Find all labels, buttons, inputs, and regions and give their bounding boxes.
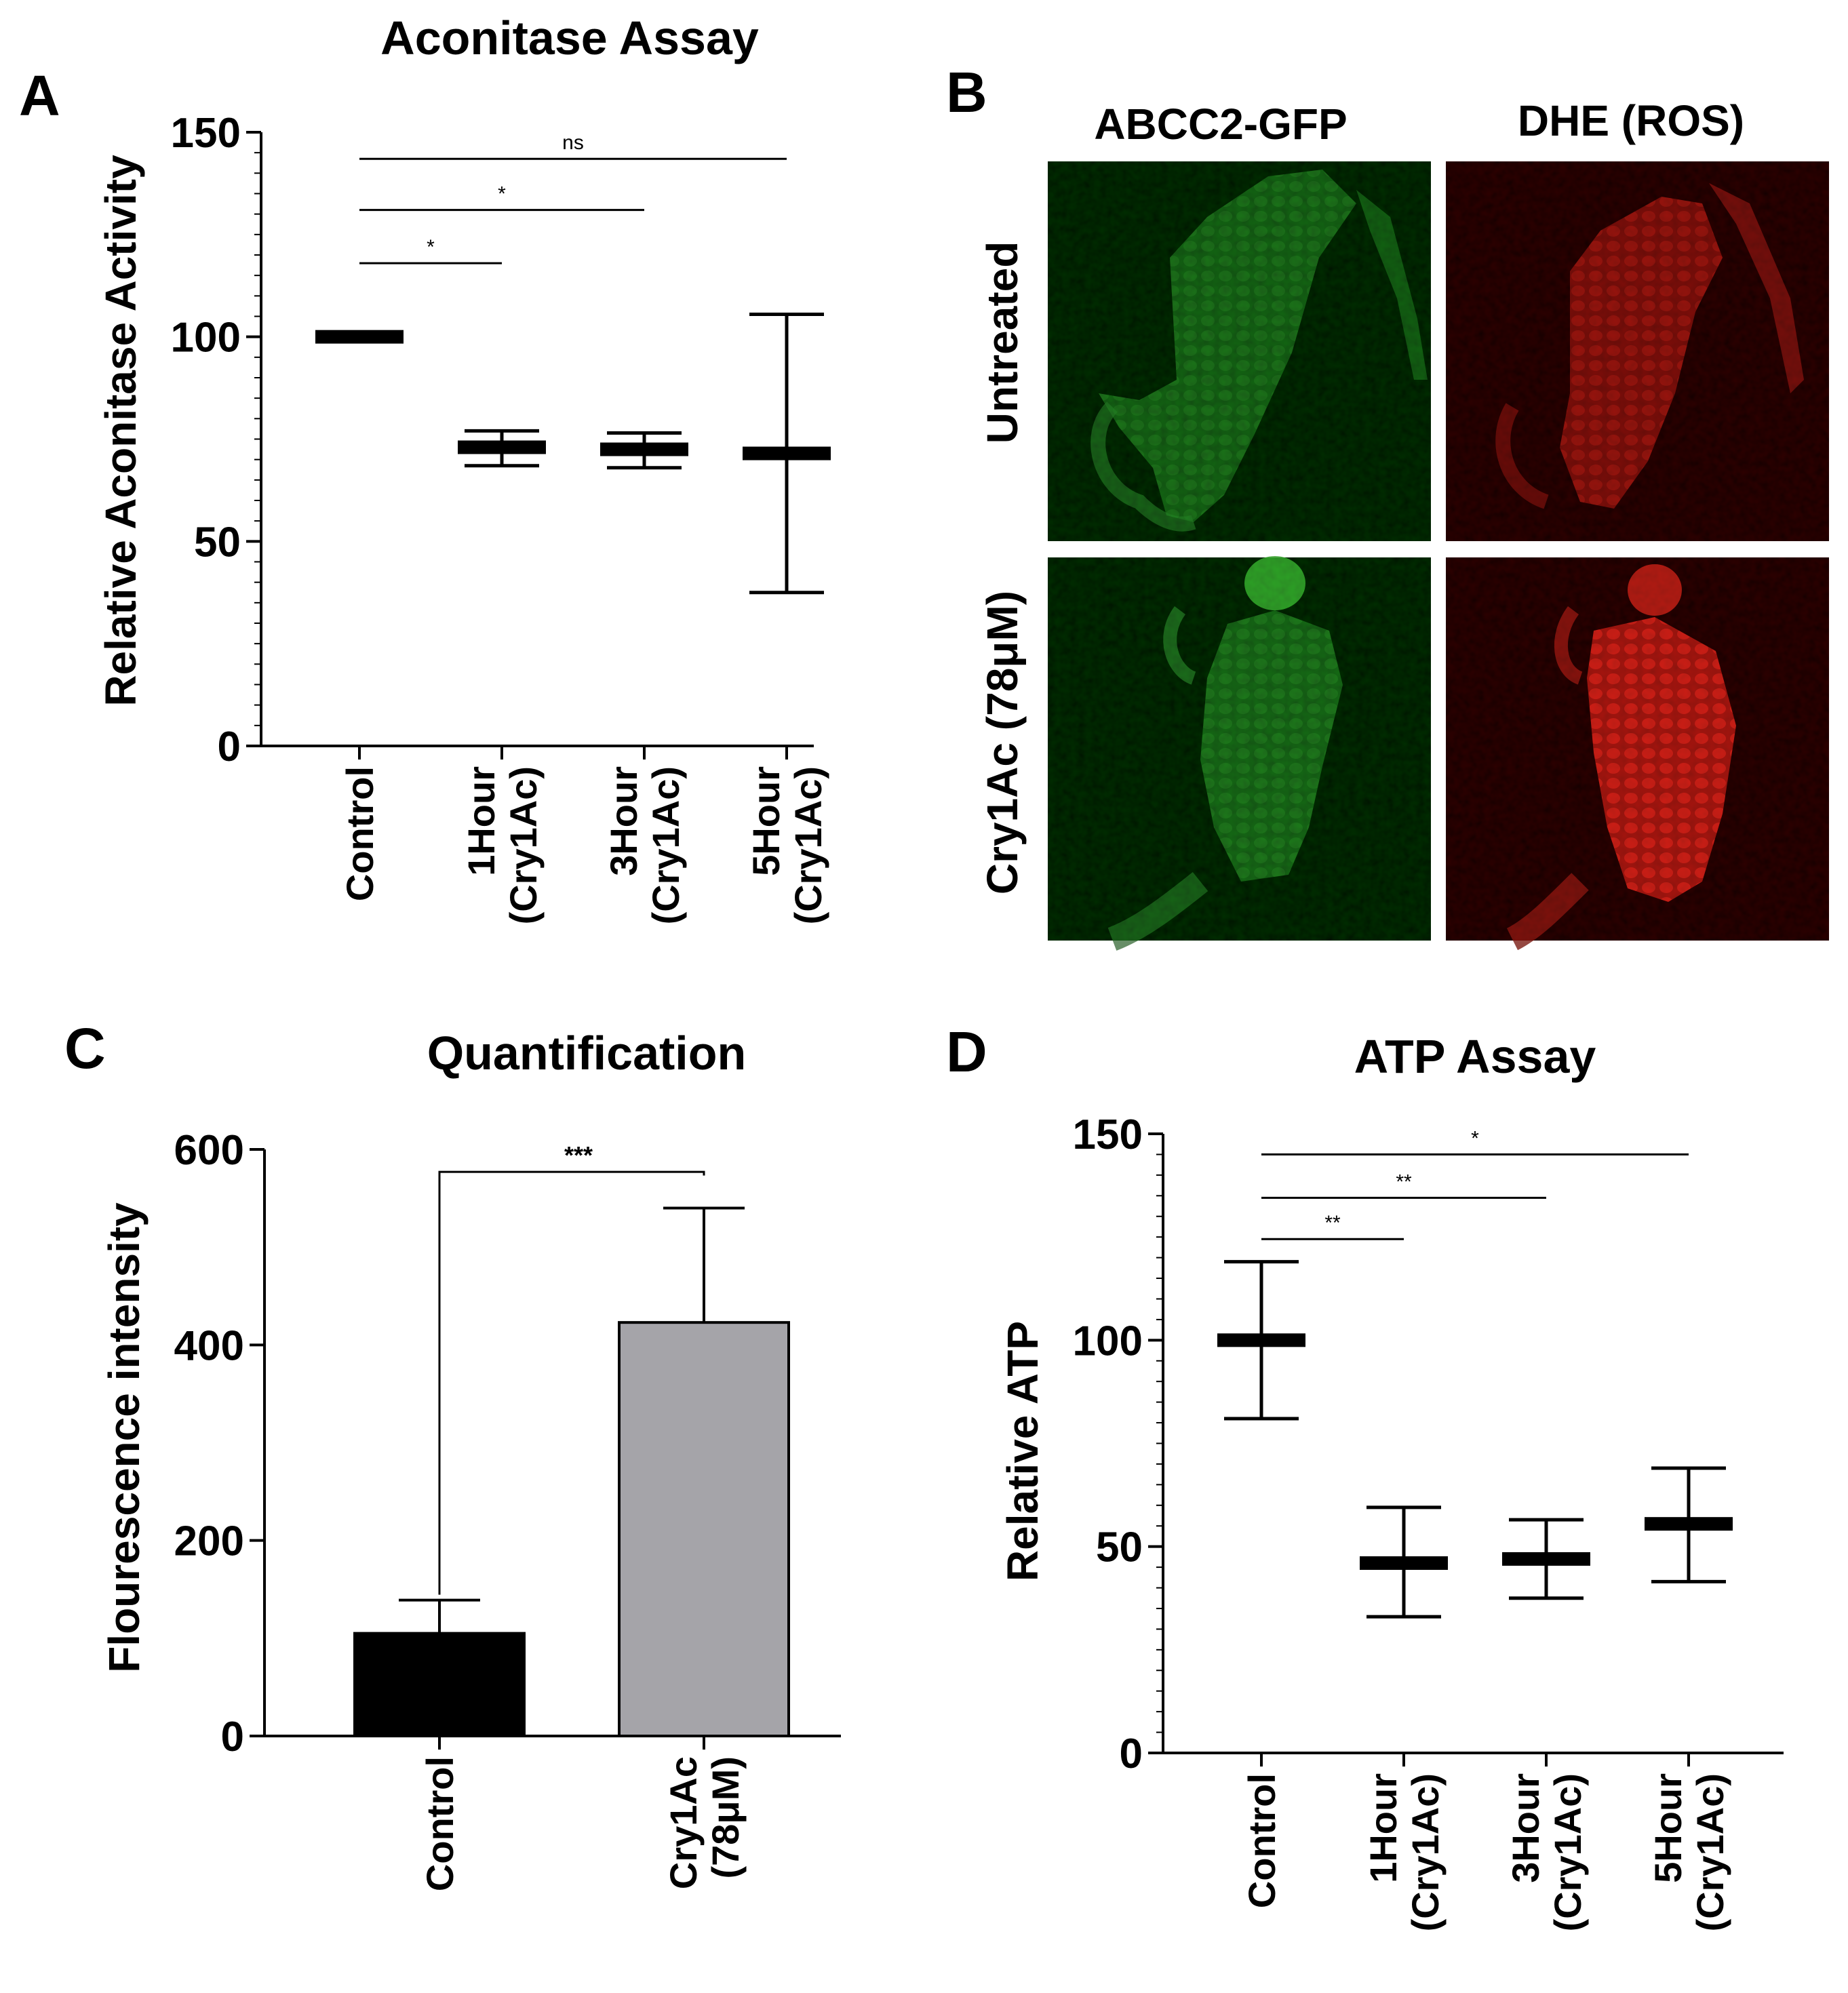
chart-d-ticks: 0 50 100 150 <box>1073 1111 1784 1777</box>
chart-a-title: Aconitase Assay <box>380 12 759 64</box>
significance-label: * <box>427 236 435 258</box>
significance-label: ns <box>562 132 584 154</box>
x-tick-label: 5Hour <box>745 766 787 876</box>
y-tick-label: 50 <box>194 519 241 566</box>
micrograph-col-gfp: ABCC2-GFP <box>1094 100 1347 149</box>
bar <box>618 1321 790 1738</box>
mean-marker <box>1217 1333 1305 1347</box>
x-tick-label: (Cry1Ac) <box>1404 1773 1447 1931</box>
y-tick-label: 0 <box>218 724 241 770</box>
chart-c-marks <box>353 1206 790 1738</box>
significance-label: ** <box>1396 1170 1412 1193</box>
chart-a-categories: Control 1Hour (Cry1Ac) 3Hour (Cry1Ac) 5Hour (C… <box>338 746 829 924</box>
panel-letter-b: B <box>946 60 987 124</box>
mean-marker <box>743 446 831 460</box>
y-tick-label: 150 <box>171 110 241 157</box>
x-tick-label: Cry1Ac <box>662 1756 705 1889</box>
y-tick-label: 0 <box>221 1714 244 1760</box>
micrograph-col-dhe: DHE (ROS) <box>1518 96 1744 145</box>
chart-c: Quantification Flourescence intensity 0 2… <box>100 1027 841 1891</box>
y-tick-label: 50 <box>1096 1524 1143 1571</box>
micrograph-gfp-untreated <box>1048 161 1431 541</box>
micrograph-panel: ABCC2-GFP DHE (ROS) Untreated Cry1Ac (78… <box>978 96 1829 951</box>
chart-c-ylabel: Flourescence intensity <box>100 1202 149 1673</box>
chart-c-categories: Control Cry1Ac (78μM) <box>418 1736 747 1891</box>
chart-a: Aconitase Assay Relative Aconitase Activ… <box>96 12 831 924</box>
x-tick-label: 3Hour <box>602 766 645 876</box>
panel-letter-d: D <box>946 1020 987 1084</box>
significance-bracket <box>438 1170 705 1595</box>
chart-d-title: ATP Assay <box>1354 1030 1596 1083</box>
x-tick-label: (Cry1Ac) <box>502 766 545 924</box>
mean-marker <box>600 442 688 456</box>
x-tick-label: (78μM) <box>704 1756 747 1879</box>
x-tick-label: 3Hour <box>1504 1773 1547 1883</box>
y-tick-label: 100 <box>171 315 241 361</box>
chart-a-ylabel: Relative Aconitase Activity <box>96 155 145 707</box>
x-tick-label: 1Hour <box>1362 1773 1404 1883</box>
y-tick-label: 0 <box>1120 1731 1143 1777</box>
x-tick-label: 5Hour <box>1647 1773 1689 1883</box>
x-tick-label: (Cry1Ac) <box>787 766 829 924</box>
chart-a-significance: * * ns <box>359 132 787 264</box>
chart-d-ylabel: Relative ATP <box>998 1321 1047 1581</box>
micrograph-row-untreated: Untreated <box>978 241 1027 444</box>
x-tick-label: (Cry1Ac) <box>644 766 687 924</box>
mean-marker <box>1360 1556 1448 1571</box>
mean-marker <box>458 440 546 454</box>
y-tick-label: 200 <box>174 1518 244 1565</box>
micrograph-dhe-cry1ac <box>1446 557 1829 951</box>
panel-letter-c: C <box>64 1017 106 1080</box>
y-tick-label: 150 <box>1073 1111 1143 1158</box>
chart-d-marks <box>1217 1260 1733 1619</box>
y-tick-label: 600 <box>174 1127 244 1174</box>
bar <box>353 1632 526 1737</box>
significance-label: * <box>1471 1127 1479 1149</box>
chart-c-title: Quantification <box>427 1027 747 1080</box>
x-tick-label: (Cry1Ac) <box>1689 1773 1731 1931</box>
chart-d-categories: Control 1Hour (Cry1Ac) 3Hour (Cry1Ac) 5Hour (C… <box>1240 1753 1731 1931</box>
significance-label: ** <box>1324 1212 1341 1234</box>
mean-marker <box>315 330 404 344</box>
chart-a-ticks: 0 50 100 150 <box>171 110 814 770</box>
y-tick-label: 100 <box>1073 1318 1143 1364</box>
micrograph-gfp-cry1ac <box>1048 556 1431 951</box>
chart-d-significance: ***** <box>1261 1127 1689 1240</box>
chart-a-marks <box>315 312 831 595</box>
x-tick-label: Control <box>338 766 381 901</box>
micrograph-row-cry1ac: Cry1Ac (78μM) <box>978 591 1027 894</box>
mean-marker <box>1502 1552 1590 1566</box>
panel-letter-a: A <box>19 64 60 127</box>
x-tick-label: (Cry1Ac) <box>1546 1773 1589 1931</box>
x-tick-label: 1Hour <box>460 766 503 876</box>
significance-label: * <box>498 183 506 205</box>
x-tick-label: Control <box>1240 1773 1283 1908</box>
chart-c-significance: *** <box>438 1141 705 1595</box>
micrograph-dhe-untreated <box>1446 161 1829 541</box>
x-tick-label: Control <box>418 1756 461 1891</box>
mean-marker <box>1645 1517 1733 1531</box>
significance-label: *** <box>564 1141 593 1169</box>
y-tick-label: 400 <box>174 1322 244 1369</box>
